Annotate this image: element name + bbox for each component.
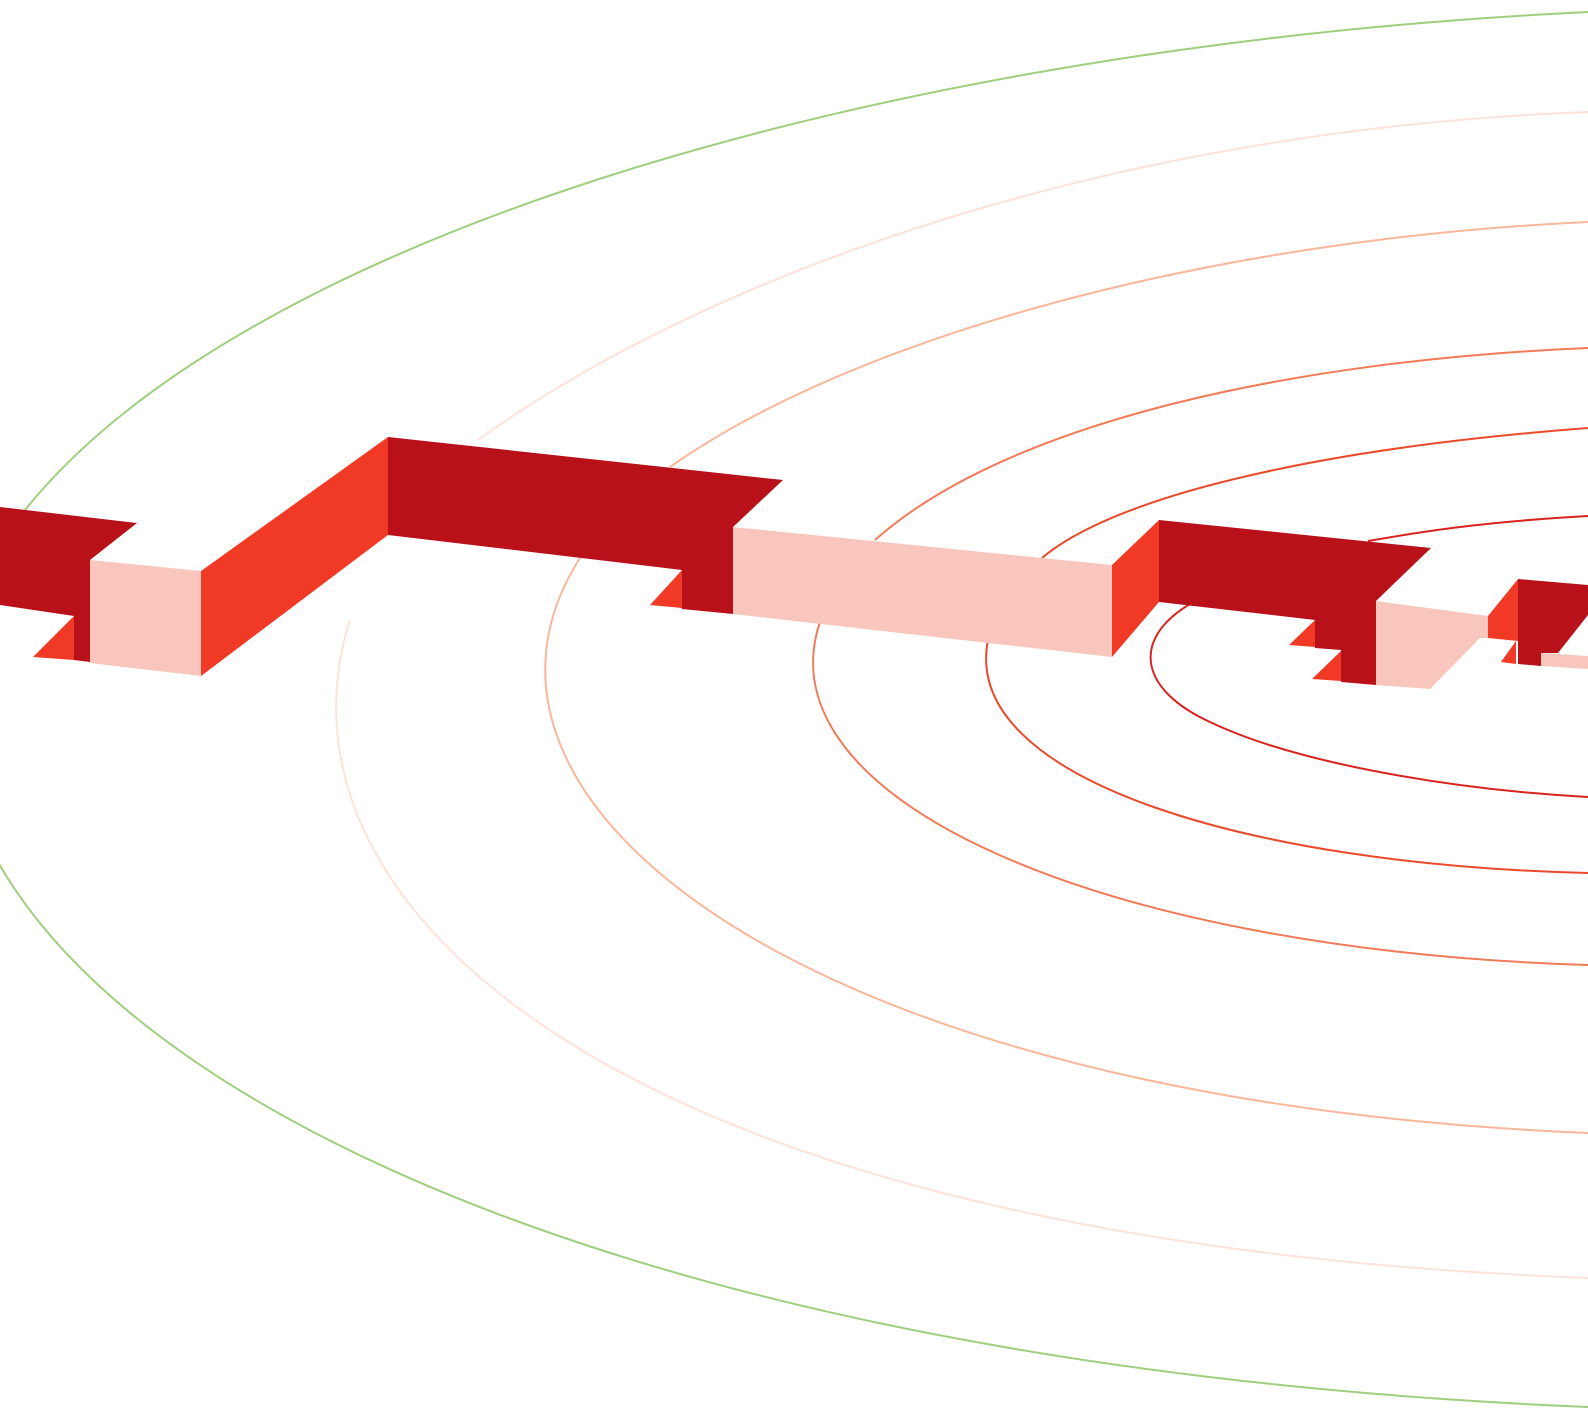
ribbon-notch-face-3b <box>1312 651 1341 681</box>
ribbon-notch-face-4 <box>1501 641 1516 664</box>
ribbon-bright-face-4 <box>1488 579 1518 641</box>
ribbon-bright-face-1 <box>201 437 388 676</box>
ribbon-bright-face-2 <box>1112 520 1159 657</box>
ribbon-light-face-3 <box>1376 601 1488 689</box>
contour-ring-5 <box>985 427 1588 874</box>
contour-rings <box>0 11 1588 1408</box>
ribbon-light-face-2 <box>733 527 1112 657</box>
contour-ring-2 <box>335 111 1588 1279</box>
contour-ring-1 <box>0 11 1588 1408</box>
ribbon-top-face-3 <box>1159 520 1431 685</box>
ribbon-light-face-1 <box>90 560 201 676</box>
ribbon-notch-face-2 <box>650 570 682 608</box>
ribbon-top-face-1 <box>0 507 137 662</box>
ribbon-notch-face-3a <box>1289 620 1315 647</box>
folded-ribbon <box>0 437 1588 689</box>
contour-ring-6 <box>1149 515 1588 798</box>
ribbon-top-face-4 <box>1518 579 1588 666</box>
contour-ring-4 <box>812 347 1588 966</box>
contour-ring-3 <box>544 221 1588 1134</box>
ribbon-light-face-4 <box>1541 653 1588 669</box>
ribbon-top-face-2 <box>388 437 783 614</box>
ribbon-notch-face-1 <box>33 616 74 660</box>
